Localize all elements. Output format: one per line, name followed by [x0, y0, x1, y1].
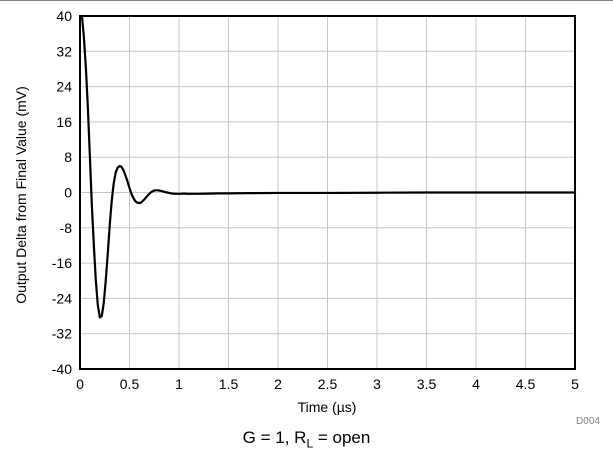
plot-frame [79, 15, 576, 370]
x-tick-labels: 0 0.5 1 1.5 2 2.5 3 3.5 4 4.5 5 [76, 376, 579, 392]
series-line [80, 14, 577, 319]
x-tick-label: 1.5 [219, 376, 239, 392]
x-tick-label: 5 [571, 376, 579, 392]
y-tick-label: -8 [60, 220, 73, 236]
x-tick-label: 1 [175, 376, 183, 392]
x-tick-label: 2 [274, 376, 282, 392]
y-tick-label: 24 [56, 79, 72, 95]
x-axis-title: Time (µs) [298, 399, 357, 415]
x-tick-label: 0 [76, 376, 84, 392]
x-tick-label: 2.5 [318, 376, 338, 392]
x-tick-label: 0.5 [120, 376, 140, 392]
figure-caption: G = 1, RL = open [0, 428, 613, 450]
y-tick-label: -32 [52, 326, 72, 342]
caption-prefix: G = 1, R [242, 428, 307, 447]
figure-id: D004 [576, 416, 600, 427]
x-tick-label: 4 [472, 376, 480, 392]
top-rule [0, 0, 613, 1]
y-tick-label: -40 [52, 361, 72, 377]
y-tick-label: -24 [52, 290, 72, 306]
x-tick-label: 4.5 [516, 376, 536, 392]
y-tick-label: -16 [52, 255, 72, 271]
y-tick-labels: 40 32 24 16 8 0 -8 -16 -24 -32 -40 [52, 8, 72, 377]
y-tick-label: 8 [64, 149, 72, 165]
y-tick-label: 40 [56, 8, 72, 24]
y-tick-label: 16 [56, 114, 72, 130]
y-axis-title: Output Delta from Final Value (mV) [13, 86, 29, 304]
x-tick-label: 3 [373, 376, 381, 392]
caption-subscript: L [306, 436, 314, 451]
y-tick-label: 32 [56, 43, 72, 59]
caption-suffix: = open [313, 428, 371, 447]
x-tick-label: 3.5 [417, 376, 437, 392]
settling-time-chart: 40 32 24 16 8 0 -8 -16 -24 -32 -40 0 0.5 1 1.5 2 2.5 3 3.… [13, 8, 600, 427]
y-tick-label: 0 [64, 185, 72, 201]
